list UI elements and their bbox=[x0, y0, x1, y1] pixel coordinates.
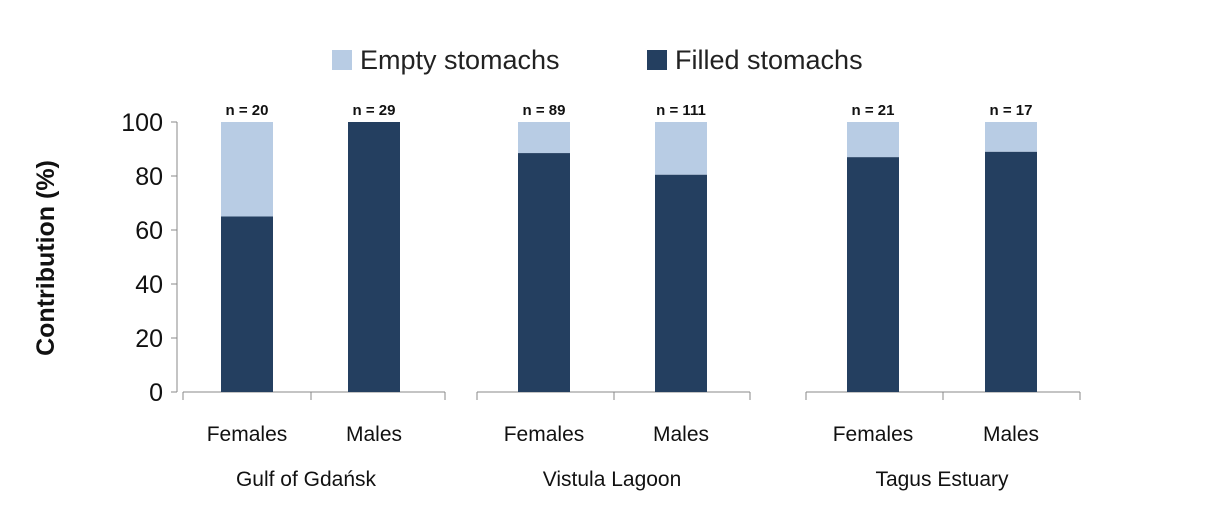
n-label: n = 17 bbox=[990, 102, 1033, 119]
bar-filled-stomachs bbox=[655, 174, 707, 392]
category-label: Males bbox=[346, 423, 402, 446]
legend-label-filled: Filled stomachs bbox=[675, 45, 863, 75]
n-label: n = 29 bbox=[353, 102, 396, 119]
bar-empty-stomachs bbox=[985, 122, 1037, 152]
bar-filled-stomachs bbox=[221, 216, 273, 392]
bar-empty-stomachs bbox=[518, 122, 570, 154]
bar-empty-stomachs bbox=[655, 122, 707, 175]
legend: Empty stomachs Filled stomachs bbox=[332, 45, 863, 75]
legend-swatch-empty bbox=[332, 50, 352, 70]
bar-filled-stomachs bbox=[518, 153, 570, 392]
category-label: Females bbox=[504, 423, 585, 446]
bar-filled-stomachs bbox=[348, 122, 400, 392]
bar-empty-stomachs bbox=[221, 122, 273, 217]
category-label: Males bbox=[983, 423, 1039, 446]
group-label: Vistula Lagoon bbox=[543, 468, 682, 491]
y-axis-label: Contribution (%) bbox=[32, 160, 60, 356]
n-label: n = 20 bbox=[226, 102, 269, 119]
y-tick-label: 40 bbox=[135, 271, 163, 299]
legend-label-empty: Empty stomachs bbox=[360, 45, 560, 75]
n-label: n = 21 bbox=[852, 102, 895, 119]
bar-empty-stomachs bbox=[847, 122, 899, 158]
y-tick-label: 0 bbox=[149, 379, 163, 407]
category-label: Females bbox=[833, 423, 914, 446]
category-label: Females bbox=[207, 423, 288, 446]
plot-area: 0 20 40 60 80 100 n = 20 Females n = 29 Males Gulf… bbox=[121, 102, 1081, 491]
bar-filled-stomachs bbox=[985, 151, 1037, 392]
y-tick-label: 100 bbox=[121, 109, 163, 137]
category-label: Males bbox=[653, 423, 709, 446]
group-label: Gulf of Gdańsk bbox=[236, 468, 377, 491]
legend-swatch-filled bbox=[647, 50, 667, 70]
group-label: Tagus Estuary bbox=[875, 468, 1009, 491]
y-tick-label: 60 bbox=[135, 217, 163, 245]
bar-filled-stomachs bbox=[847, 157, 899, 392]
n-label: n = 89 bbox=[523, 102, 566, 119]
y-tick-label: 20 bbox=[135, 325, 163, 353]
y-tick-label: 80 bbox=[135, 163, 163, 191]
n-label: n = 111 bbox=[656, 102, 706, 119]
